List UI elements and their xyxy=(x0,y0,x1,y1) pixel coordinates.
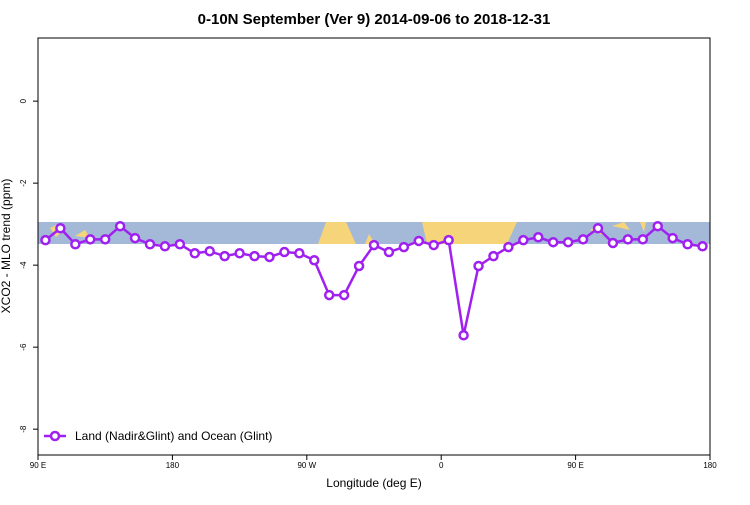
point xyxy=(159,241,171,252)
point xyxy=(70,238,81,250)
point xyxy=(398,241,410,253)
point xyxy=(503,241,514,253)
y-tick-label: -8 xyxy=(19,425,28,433)
point xyxy=(473,260,484,272)
x-tick-label: 90 E xyxy=(567,461,583,470)
x-axis-label: Longitude (deg E) xyxy=(326,476,421,490)
chart-title: 0-10N September (Ver 9) 2014-09-06 to 20… xyxy=(198,11,551,28)
x-tick-label: 180 xyxy=(703,461,717,470)
point xyxy=(234,248,245,259)
point xyxy=(264,251,275,263)
point xyxy=(652,220,663,232)
y-tick-label: -2 xyxy=(19,179,28,187)
point xyxy=(607,237,619,249)
point xyxy=(592,223,604,234)
point xyxy=(533,232,544,243)
point xyxy=(279,246,290,258)
point xyxy=(458,330,469,341)
point xyxy=(114,220,126,232)
x-tick-label: 0 xyxy=(439,461,444,470)
point xyxy=(637,234,649,245)
y-tick-label: -4 xyxy=(19,261,28,269)
point xyxy=(338,289,350,301)
y-tick-label: 0 xyxy=(19,98,28,103)
point xyxy=(413,235,425,247)
point xyxy=(55,223,66,234)
point xyxy=(443,234,454,246)
point xyxy=(368,239,380,251)
y-axis-label: XCO2 - MLO trend (ppm) xyxy=(0,179,13,314)
y-tick-label: -6 xyxy=(19,343,28,351)
point xyxy=(249,250,260,262)
point xyxy=(577,234,589,245)
point xyxy=(99,234,111,245)
point xyxy=(697,241,708,252)
point xyxy=(204,245,215,257)
point xyxy=(129,232,141,244)
point xyxy=(219,250,230,262)
point xyxy=(383,246,395,258)
plot-frame xyxy=(37,37,711,456)
point xyxy=(353,260,365,272)
point xyxy=(518,234,529,246)
point xyxy=(323,289,335,301)
point xyxy=(547,236,559,248)
legend-label: Land (Nadir&Glint) and Ocean (Glint) xyxy=(75,429,272,443)
legend-marker xyxy=(49,430,61,442)
point xyxy=(40,234,51,246)
point xyxy=(682,238,693,250)
point xyxy=(174,238,186,250)
point xyxy=(189,248,201,259)
point xyxy=(144,238,156,250)
x-tick-label: 180 xyxy=(166,461,180,470)
point xyxy=(309,254,320,266)
x-tick-label: 90 W xyxy=(297,461,316,470)
point xyxy=(294,248,305,259)
point xyxy=(667,232,678,244)
point xyxy=(622,234,634,245)
point xyxy=(488,250,499,262)
point xyxy=(428,239,439,251)
point xyxy=(562,236,574,248)
x-tick-label: 90 E xyxy=(30,461,46,470)
point xyxy=(85,234,96,245)
